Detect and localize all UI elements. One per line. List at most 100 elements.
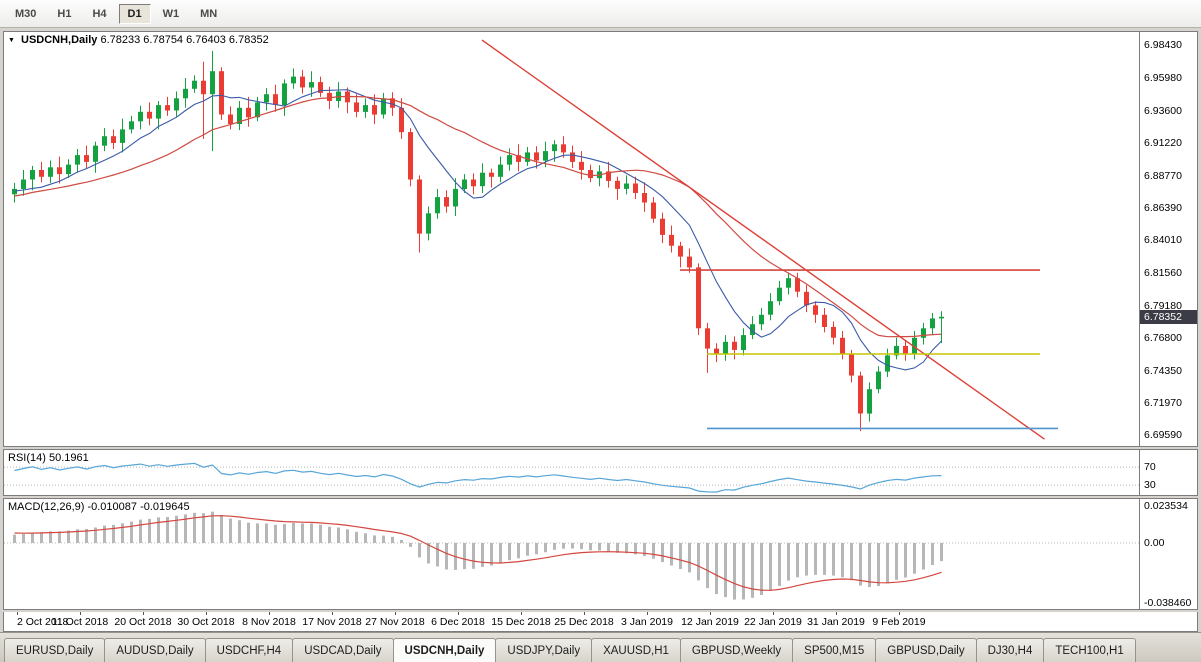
candle-body bbox=[921, 328, 926, 338]
candle-body bbox=[669, 234, 674, 246]
chart-tab-xauusd[interactable]: XAUUSD,H1 bbox=[591, 638, 681, 662]
candle-body bbox=[777, 287, 782, 302]
macd-histogram-bar bbox=[58, 531, 61, 543]
macd-histogram-bar bbox=[796, 543, 799, 578]
candle-body bbox=[57, 167, 62, 175]
candle-body bbox=[696, 267, 701, 329]
candle-body bbox=[435, 197, 440, 214]
price-axis[interactable]: 6.78352 6.98430 6.95980 6.93600 6.91220 6.88… bbox=[1139, 32, 1197, 446]
candle-body bbox=[453, 188, 458, 207]
timeframe-button-w1[interactable]: W1 bbox=[162, 7, 180, 20]
chart-tab-sp500[interactable]: SP500,M15 bbox=[792, 638, 877, 662]
macd-histogram-bar bbox=[112, 524, 115, 543]
candle-body bbox=[12, 188, 17, 195]
macd-histogram-bar bbox=[499, 543, 502, 564]
macd-histogram-bar bbox=[742, 543, 745, 600]
candle-body bbox=[246, 107, 251, 118]
macd-histogram-bar bbox=[823, 543, 826, 575]
candle-body bbox=[327, 92, 332, 101]
candle-body bbox=[615, 180, 620, 189]
timeframe-button-mn[interactable]: MN bbox=[200, 7, 218, 20]
candle-body bbox=[939, 316, 944, 319]
macd-histogram-bar bbox=[193, 512, 196, 543]
candle-body bbox=[678, 245, 683, 257]
macd-histogram-bar bbox=[247, 522, 250, 543]
macd-histogram-bar bbox=[256, 523, 259, 543]
chart-tab-usdcnh[interactable]: USDCNH,Daily bbox=[392, 638, 497, 662]
candle-body bbox=[480, 172, 485, 187]
timeframe-button-m30[interactable]: M30 bbox=[15, 7, 37, 20]
time-tick bbox=[773, 612, 774, 615]
macd-histogram-bar bbox=[283, 524, 286, 543]
macd-histogram-bar bbox=[886, 543, 889, 584]
macd-histogram-bar bbox=[751, 543, 754, 598]
macd-histogram-bar bbox=[211, 511, 214, 543]
ma-slow-line bbox=[14, 95, 942, 338]
candle-body bbox=[48, 167, 53, 177]
rsi-axis[interactable]: 70 30 bbox=[1139, 450, 1197, 495]
chart-tab-tech100[interactable]: TECH100,H1 bbox=[1043, 638, 1136, 662]
macd-histogram-bar bbox=[400, 540, 403, 543]
candlestick-canvas[interactable] bbox=[4, 32, 1139, 446]
rsi-pane[interactable]: RSI(14) 50.1961 70 30 bbox=[3, 449, 1198, 496]
price-axis-label: 6.86390 bbox=[1144, 202, 1182, 214]
chart-tab-usdchf[interactable]: USDCHF,H4 bbox=[204, 638, 294, 662]
macd-histogram-bar bbox=[49, 531, 52, 543]
rsi-canvas[interactable] bbox=[4, 450, 1139, 495]
price-axis-label: 6.84010 bbox=[1144, 234, 1182, 247]
time-axis[interactable]: 2 Oct 2018 11 Oct 2018 20 Oct 2018 30 Oct 2… bbox=[3, 612, 1198, 632]
macd-histogram-bar bbox=[292, 523, 295, 543]
candle-body bbox=[21, 179, 26, 189]
candle-body bbox=[822, 314, 827, 327]
macd-axis-label: -0.038460 bbox=[1144, 597, 1192, 610]
macd-histogram-bar bbox=[580, 543, 583, 550]
macd-histogram-bar bbox=[661, 543, 664, 563]
macd-histogram-bar bbox=[814, 543, 817, 575]
timeframe-button-d1[interactable]: D1 bbox=[118, 3, 151, 24]
macd-histogram-bar bbox=[517, 543, 520, 559]
macd-histogram-bar bbox=[382, 535, 385, 543]
macd-canvas[interactable] bbox=[4, 499, 1139, 609]
chart-tab-usdjpy[interactable]: USDJPY,Daily bbox=[495, 638, 593, 662]
candle-body bbox=[804, 291, 809, 306]
macd-histogram-bar bbox=[139, 519, 142, 543]
macd-histogram-bar bbox=[157, 517, 160, 543]
candle-body bbox=[201, 80, 206, 95]
candle-body bbox=[129, 121, 134, 130]
main-chart-pane[interactable]: ▼ USDCNH,Daily 6.78233 6.78754 6.76403 6… bbox=[3, 31, 1198, 447]
macd-pane[interactable]: MACD(12,26,9) -0.010087 -0.019645 0.0235… bbox=[3, 498, 1198, 610]
chart-tab-eurusd[interactable]: EURUSD,Daily bbox=[4, 638, 106, 662]
time-tick bbox=[80, 612, 81, 615]
candle-body bbox=[408, 132, 413, 180]
timeframe-button-h4[interactable]: H4 bbox=[92, 7, 107, 20]
candle-body bbox=[588, 170, 593, 179]
chart-tab-dj30[interactable]: DJ30,H4 bbox=[975, 638, 1045, 662]
timeframe-button-h1[interactable]: H1 bbox=[57, 7, 72, 20]
macd-histogram-bar bbox=[22, 533, 25, 543]
candle-body bbox=[354, 102, 359, 112]
macd-histogram-bar bbox=[328, 526, 331, 543]
candle-body bbox=[705, 328, 710, 349]
price-axis-label: 6.76800 bbox=[1144, 331, 1182, 344]
candle-body bbox=[291, 76, 296, 84]
chart-tab-audusd[interactable]: AUDUSD,Daily bbox=[104, 638, 206, 662]
candle-body bbox=[687, 256, 692, 268]
price-axis-label: 6.98430 bbox=[1144, 39, 1182, 52]
macd-histogram-bar bbox=[913, 543, 916, 574]
macd-histogram-bar bbox=[463, 543, 466, 570]
candle-body bbox=[642, 193, 647, 203]
candle-body bbox=[75, 155, 80, 165]
price-axis-label: 6.81560 bbox=[1144, 267, 1182, 280]
current-price-badge: 6.78352 bbox=[1140, 309, 1197, 324]
chart-tab-usdcad[interactable]: USDCAD,Daily bbox=[292, 638, 394, 662]
rsi-header: RSI(14) 50.1961 bbox=[8, 452, 89, 464]
time-tick bbox=[647, 612, 648, 615]
descending-trendline[interactable] bbox=[481, 39, 1045, 440]
candle-body bbox=[579, 161, 584, 170]
macd-histogram-bar bbox=[409, 543, 412, 547]
chart-tab-gbpusd[interactable]: GBPUSD,Weekly bbox=[679, 638, 794, 662]
chart-tab-gbpusd[interactable]: GBPUSD,Daily bbox=[875, 638, 977, 662]
macd-axis[interactable]: 0.023534 0.00 -0.038460 bbox=[1139, 499, 1197, 609]
macd-histogram-bar bbox=[643, 543, 646, 557]
candle-body bbox=[498, 164, 503, 177]
